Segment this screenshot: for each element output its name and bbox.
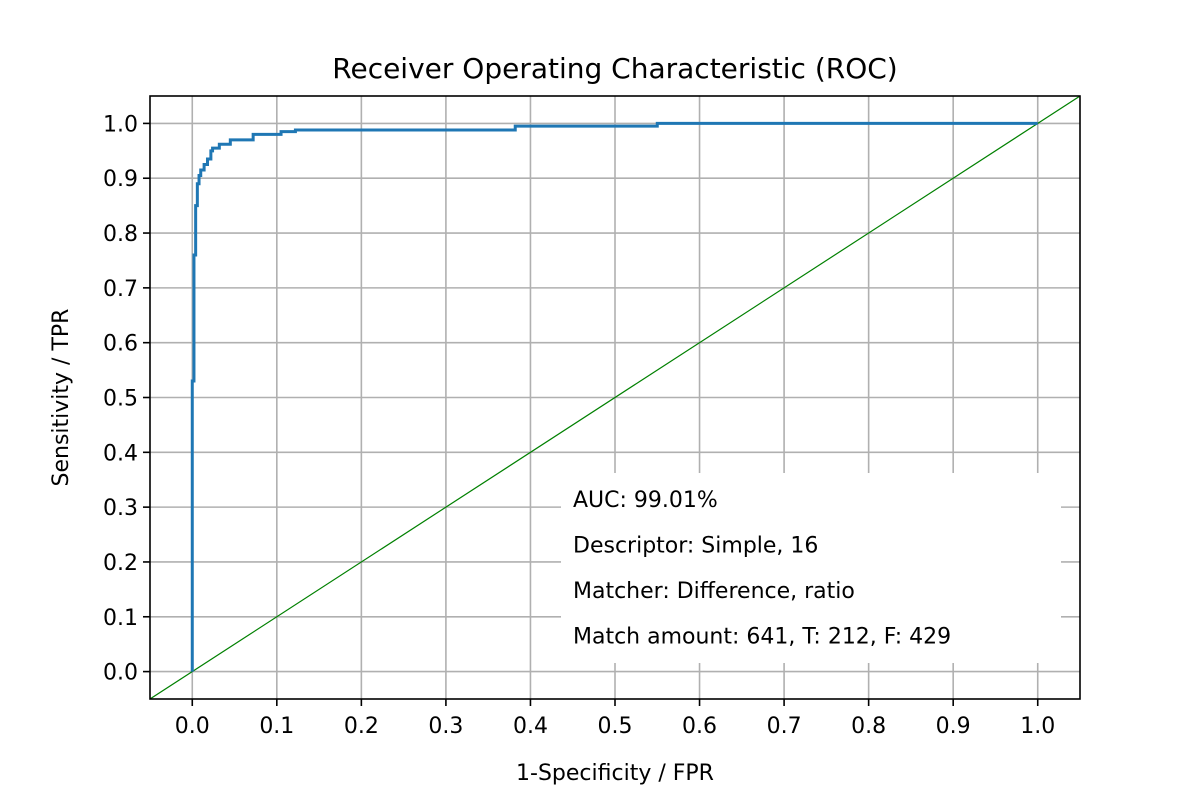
roc-series-layer (190, 121, 1038, 672)
x-tick-label: 1.0 (1020, 714, 1055, 739)
y-tick-label: 0.0 (103, 661, 138, 686)
y-tick-label: 0.8 (103, 222, 138, 247)
y-tick-label: 0.9 (103, 167, 138, 192)
y-tick-label: 0.3 (103, 496, 138, 521)
x-tick-label: 0.1 (259, 714, 294, 739)
x-tick-label: 0.8 (851, 714, 886, 739)
annotation-line: Matcher: Difference, ratio (573, 579, 855, 604)
y-tick-label: 0.5 (103, 387, 138, 412)
x-tick-label: 0.9 (936, 714, 971, 739)
x-tick-label: 0.6 (682, 714, 717, 739)
x-tick-label: 0.4 (513, 714, 548, 739)
y-tick-label: 0.2 (103, 551, 138, 576)
y-tick-label: 0.1 (103, 606, 138, 631)
x-tick-label: 0.5 (598, 714, 633, 739)
y-axis-ticks: 0.0 0.1 0.2 0.3 0.4 0.5 0.6 0.7 0.8 0.9 1.0 (103, 112, 150, 686)
roc-curve-line (190, 121, 1038, 672)
x-tick-label: 0.0 (175, 714, 210, 739)
x-tick-label: 0.3 (428, 714, 463, 739)
y-axis-label: Sensitivity / TPR (49, 309, 74, 487)
chart-title: Receiver Operating Characteristic (ROC) (332, 52, 897, 85)
annotation-line: AUC: 99.01% (573, 488, 718, 513)
y-tick-label: 0.7 (103, 277, 138, 302)
annotation-box: AUC: 99.01% Descriptor: Simple, 16 Matcher… (561, 473, 1061, 663)
chance-diagonal-line (150, 96, 1080, 699)
annotation-background (561, 473, 1061, 663)
annotation-line: Match amount: 641, T: 212, F: 429 (573, 625, 951, 650)
x-tick-label: 0.2 (344, 714, 379, 739)
annotation-line: Descriptor: Simple, 16 (573, 534, 818, 559)
y-tick-label: 0.6 (103, 332, 138, 357)
x-axis-ticks: 0.0 0.1 0.2 0.3 0.4 0.5 0.6 0.7 0.8 0.9 1.0 (175, 699, 1055, 739)
y-tick-label: 0.4 (103, 441, 138, 466)
y-tick-label: 1.0 (103, 112, 138, 137)
x-tick-label: 0.7 (767, 714, 802, 739)
x-axis-label: 1-Specificity / FPR (516, 761, 714, 786)
reference-diagonal-layer (150, 96, 1080, 699)
